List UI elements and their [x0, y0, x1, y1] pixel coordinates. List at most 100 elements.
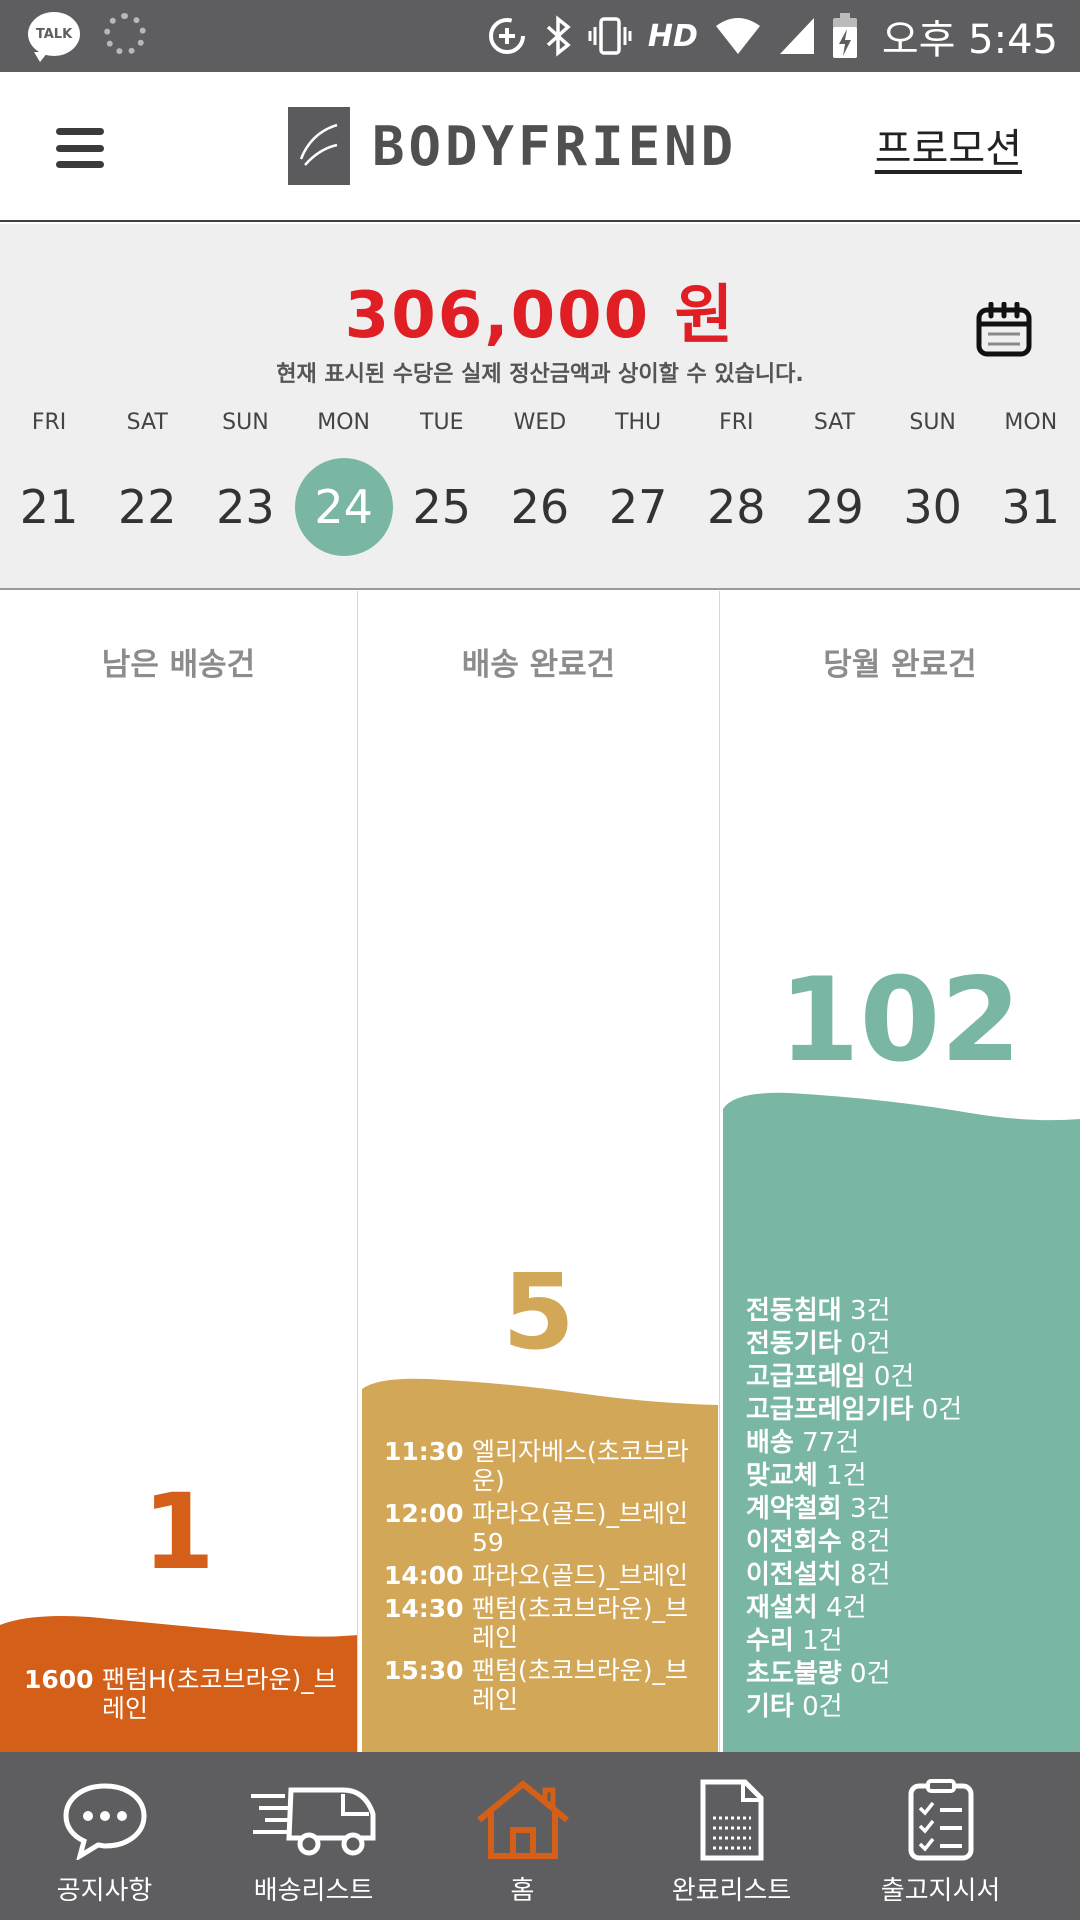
- date-item-25[interactable]: TUE 25: [393, 410, 491, 556]
- checklist-icon: [906, 1770, 976, 1870]
- date-number: 25: [412, 480, 472, 534]
- nav-label: 배송리스트: [253, 1876, 374, 1906]
- nav-notices[interactable]: 공지사항: [0, 1752, 209, 1920]
- column-title: 남은 배송건: [101, 647, 256, 683]
- nav-completed-list[interactable]: 완료리스트: [627, 1752, 836, 1920]
- status-clock: 오후 5:45: [881, 17, 1058, 63]
- date-item-22[interactable]: SAT 22: [98, 410, 196, 556]
- day-of-week: FRI: [719, 410, 754, 435]
- remaining-count: 1: [142, 1471, 215, 1593]
- date-item-27[interactable]: THU 27: [589, 410, 687, 556]
- date-number: 26: [510, 480, 570, 534]
- status-bar: TALK HD 오후 5:45: [0, 0, 1080, 72]
- day-of-week: SAT: [126, 410, 168, 435]
- loading-icon: [104, 13, 146, 55]
- stat-name: 고급프레임기타: [746, 1395, 914, 1425]
- delivery-entry[interactable]: 14:00 파라오(골드)_브레인: [384, 1561, 701, 1590]
- brand-logo-mark: [288, 107, 350, 185]
- stat-value: 0건: [921, 1395, 963, 1425]
- calendar-icon[interactable]: [976, 301, 1032, 362]
- monthly-count: 102: [778, 953, 1022, 1088]
- delivery-entry[interactable]: 14:30 팬텀(초코브라운)_브레인: [384, 1594, 701, 1652]
- stat-name: 배송: [746, 1428, 794, 1458]
- document-icon: [697, 1770, 767, 1870]
- earnings-summary: 306,000 원 현재 표시된 수당은 실제 정산금액과 상이할 수 있습니다…: [0, 224, 1080, 590]
- nav-delivery-list[interactable]: 배송리스트: [209, 1752, 418, 1920]
- delivery-entry[interactable]: 1600 팬텀H(초코브라운)_브레인: [24, 1665, 337, 1723]
- selected-date: 24: [294, 458, 393, 556]
- stat-name: 고급프레임: [746, 1362, 866, 1392]
- entry-time: 1600: [24, 1665, 94, 1694]
- date-number: 21: [19, 480, 79, 534]
- nav-dispatch-orders[interactable]: 출고지시서: [836, 1752, 1045, 1920]
- monthly-fill: [720, 1091, 1080, 1752]
- monthly-stat-row: 이전회수 8건: [746, 1526, 962, 1559]
- monthly-stat-row: 재설치 4건: [746, 1592, 962, 1625]
- stat-value: 3건: [849, 1494, 891, 1524]
- entry-label: 팬텀(초코브라운)_브레인: [472, 1594, 689, 1652]
- monthly-stat-row: 전동침대 3건: [746, 1295, 962, 1328]
- date-number: 30: [903, 480, 962, 534]
- stat-value: 4건: [826, 1593, 867, 1623]
- remaining-fill: [0, 1607, 357, 1752]
- entry-time: 14:00: [384, 1561, 464, 1590]
- column-title: 배송 완료건: [461, 647, 616, 683]
- app-header: BODYFRIEND 프로모션: [0, 72, 1080, 222]
- day-of-week: THU: [615, 410, 662, 435]
- stat-value: 1건: [826, 1461, 867, 1491]
- date-number: 22: [117, 480, 177, 534]
- delivery-entry[interactable]: 15:30 팬텀(초코브라운)_브레인: [384, 1656, 701, 1714]
- stat-name: 이전설치: [746, 1560, 842, 1590]
- column-title: 당월 완료건: [823, 647, 977, 683]
- monthly-stat-row: 고급프레임기타 0건: [746, 1394, 962, 1427]
- stat-name: 전동기타: [746, 1329, 842, 1359]
- data-saver-icon: [486, 15, 528, 57]
- date-number: 29: [805, 480, 864, 534]
- monthly-stat-row: 맞교체 1건: [746, 1460, 962, 1493]
- monthly-stats-list: 전동침대 3건 전동기타 0건 고급프레임 0건 고급프레임기타 0건 배송 77건 맞교…: [746, 1295, 962, 1724]
- stat-value: 77건: [802, 1428, 860, 1458]
- monthly-stat-row: 기타 0건: [746, 1691, 962, 1724]
- kakaotalk-icon: TALK: [28, 12, 80, 62]
- delivery-entry[interactable]: 12:00 파라오(골드)_브레인59: [384, 1499, 701, 1557]
- date-item-26[interactable]: WED 26: [491, 410, 589, 556]
- stat-value: 1건: [802, 1626, 843, 1656]
- delivered-column[interactable]: 배송 완료건 5 11:30 엘리자베스(초코브라운) 12:00 파라오(골드)_브…: [358, 591, 720, 1752]
- stat-value: 0건: [849, 1659, 891, 1689]
- promotion-link[interactable]: 프로모션: [874, 126, 1022, 172]
- stat-name: 수리: [746, 1626, 794, 1656]
- nav-label: 출고지시서: [880, 1876, 1001, 1906]
- day-of-week: FRI: [31, 410, 67, 435]
- stat-value: 0건: [873, 1362, 915, 1392]
- date-item-23[interactable]: SUN 23: [196, 410, 294, 556]
- date-item-31[interactable]: MON 31: [982, 410, 1080, 556]
- remaining-deliveries-column[interactable]: 남은 배송건 1 1600 팬텀H(초코브라운)_브레인: [0, 591, 358, 1752]
- entry-label: 엘리자베스(초코브라운): [472, 1437, 689, 1495]
- earnings-amount: 306,000 원: [344, 279, 736, 353]
- stat-value: 3건: [849, 1296, 891, 1326]
- nav-home[interactable]: 홈: [418, 1752, 627, 1920]
- monthly-stat-row: 전동기타 0건: [746, 1328, 962, 1361]
- nav-label: 완료리스트: [671, 1876, 792, 1906]
- stat-name: 맞교체: [746, 1461, 818, 1491]
- date-item-30[interactable]: SUN 30: [884, 410, 982, 556]
- day-of-week: WED: [513, 410, 567, 435]
- delivery-entry[interactable]: 11:30 엘리자베스(초코브라운): [384, 1437, 701, 1495]
- entry-label: 파라오(골드)_브레인59: [472, 1499, 689, 1557]
- entry-label: 파라오(골드)_브레인: [472, 1561, 689, 1590]
- date-item-29[interactable]: SAT 29: [785, 410, 883, 556]
- date-item-24[interactable]: MON 24: [294, 410, 393, 556]
- delivered-fill: [358, 1377, 719, 1752]
- date-item-28[interactable]: FRI 28: [687, 410, 785, 556]
- earnings-notice: 현재 표시된 수당은 실제 정산금액과 상이할 수 있습니다.: [276, 362, 804, 387]
- entry-time: 14:30: [384, 1594, 464, 1623]
- date-number: 27: [608, 480, 668, 534]
- day-of-week: TUE: [420, 410, 464, 435]
- monthly-stat-row: 배송 77건: [746, 1427, 962, 1460]
- stat-name: 초도불량: [746, 1659, 842, 1689]
- monthly-completed-column[interactable]: 당월 완료건 102 전동침대 3건 전동기타 0건 고급프레임 0건 고급프레임기타…: [720, 591, 1080, 1752]
- brand-logo: BODYFRIEND: [288, 107, 737, 185]
- date-item-21[interactable]: FRI 21: [0, 410, 98, 556]
- date-number: 31: [1001, 480, 1061, 534]
- menu-icon[interactable]: [56, 128, 104, 168]
